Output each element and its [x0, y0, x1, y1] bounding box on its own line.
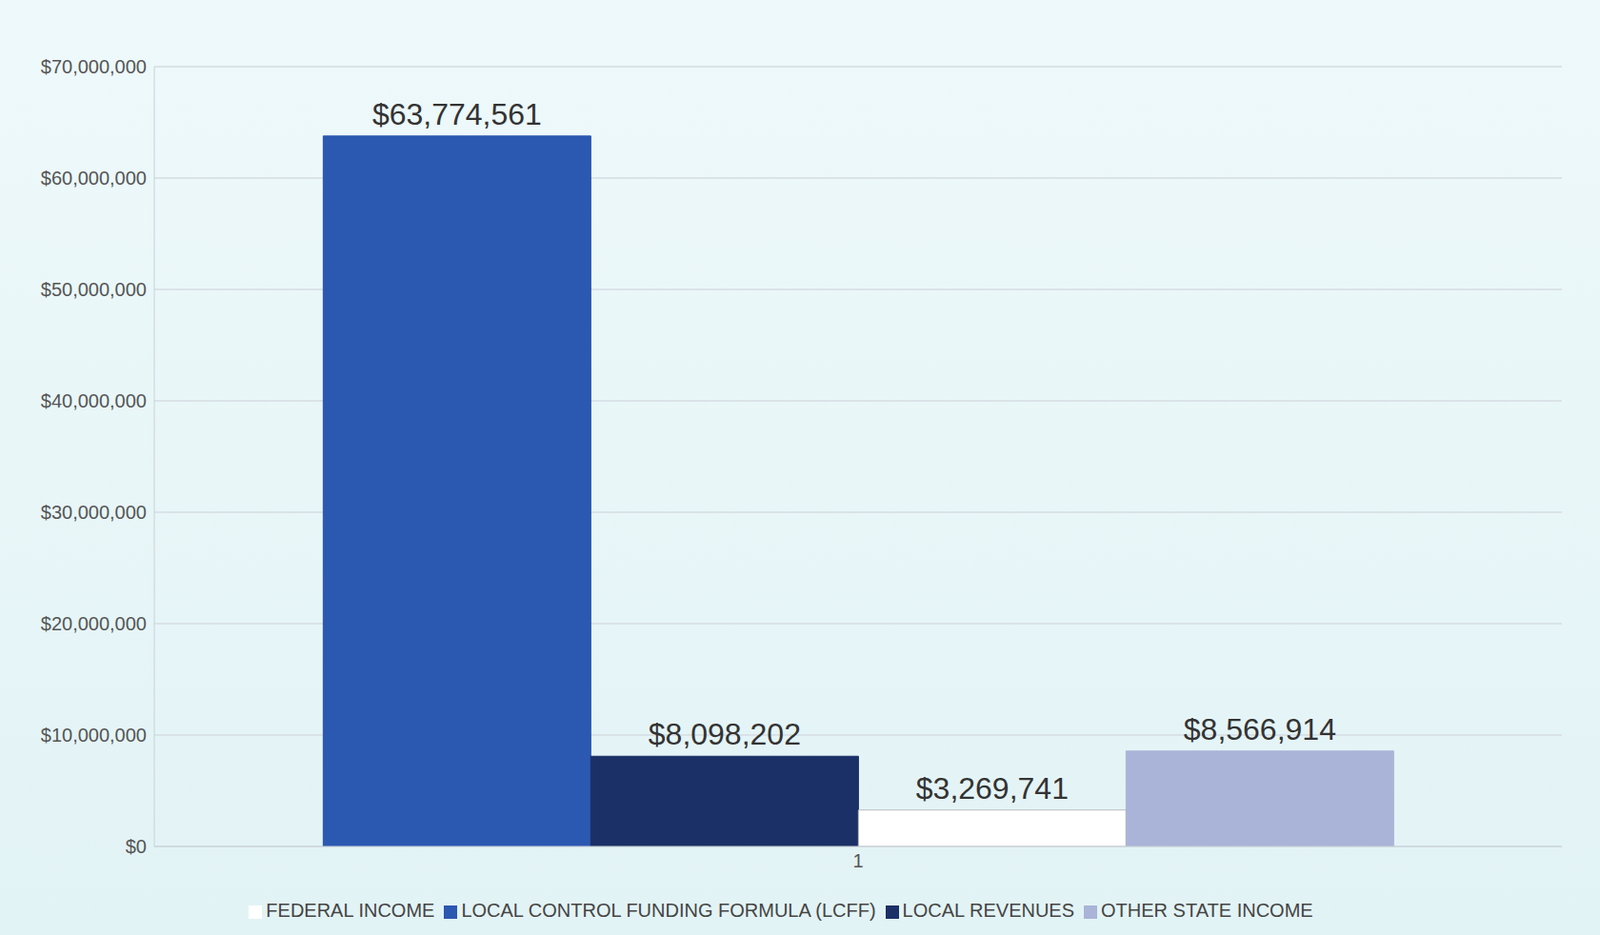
- html-text:LOCAL CONTROL FUNDING FORMULA: LOCAL CONTROL FUNDING FORMULA (LCFF): [461, 900, 876, 921]
- svg-text:$63,774,561: $63,774,561: [372, 97, 542, 132]
- svg-text:$30,000,000: $30,000,000: [40, 501, 147, 523]
- svg-text:1: 1: [852, 850, 863, 872]
- svg-text:$20,000,000: $20,000,000: [40, 613, 147, 635]
- html-text:LOCAL REVENUES: LOCAL REVENUES: [902, 900, 1075, 921]
- svg-text:$8,098,202: $8,098,202: [648, 717, 801, 752]
- svg-text:$3,269,741: $3,269,741: [916, 771, 1069, 806]
- html-text:FEDERAL INCOME: FEDERAL INCOME: [266, 900, 435, 921]
- svg-text:$50,000,000: $50,000,000: [40, 279, 147, 300]
- svg-text:$8,566,914: $8,566,914: [1183, 712, 1337, 747]
- html-text:OTHER STATE INCOME: OTHER STATE INCOME: [1100, 900, 1314, 921]
- svg-text:$70,000,000: $70,000,000: [40, 56, 147, 78]
- svg-text:$60,000,000: $60,000,000: [40, 167, 147, 189]
- svg-text:$0: $0: [125, 836, 147, 858]
- svg-text:$10,000,000: $10,000,000: [40, 724, 147, 746]
- svg-text:$40,000,000: $40,000,000: [40, 390, 147, 412]
